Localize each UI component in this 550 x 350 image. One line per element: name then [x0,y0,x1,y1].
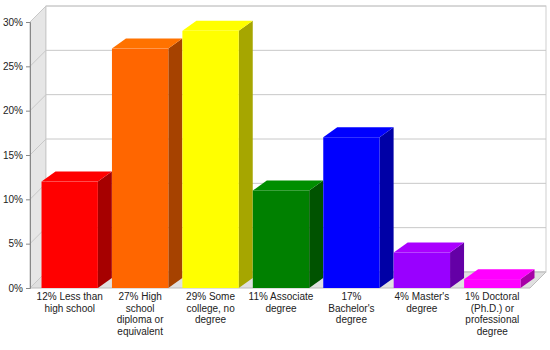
bar-side [239,21,253,288]
bar-side [168,39,182,288]
category-label: 27% Highschooldiploma orequivalent [117,291,164,337]
tick-mark [26,111,30,112]
tick-mark [26,22,30,23]
bar-front [42,182,98,288]
label-line: Bachelor's [328,303,374,314]
bar [464,269,534,288]
axis-line [26,23,31,289]
tick-mark [26,199,30,200]
bar-top [323,127,393,137]
bar [253,180,323,288]
bar-front [253,190,309,288]
tick-mark [26,66,30,67]
bar-front [394,253,450,288]
bar [112,39,182,288]
tick-mark [26,244,30,245]
tick: 25% [3,61,30,72]
category-label: 17%Bachelor'sdegree [328,291,374,325]
tick-mark [26,288,30,289]
bar-top [112,39,182,49]
bar-side [98,172,112,288]
bar [182,21,252,288]
label-line: 17% [341,291,361,302]
label-line: 1% Doctoral [465,291,519,302]
label-line: degree [336,314,368,325]
label-line: school [126,303,155,314]
bars [42,21,535,288]
label-line: 29% Some [186,291,235,302]
label-line: 27% High [118,291,161,302]
tick: 20% [3,105,30,116]
label-line: degree [195,314,227,325]
label-line: diploma or [117,314,164,325]
bar-front [112,49,168,288]
label-line: degree [406,303,438,314]
bar-front [464,279,520,288]
grid-line [30,139,546,155]
label-line: 11% Associate [249,291,314,302]
tick: 0% [9,283,30,294]
bar-top [394,243,464,253]
x-labels: 12% Less thanhigh school 27% Highschooldi… [37,291,520,337]
category-label: 11% Associatedegree [249,291,314,314]
label-line: professional [465,314,519,325]
bar-side [309,180,323,288]
label-line: high school [44,303,95,314]
tick-label: 15% [3,150,23,161]
tick-label: 30% [3,17,23,28]
tick-mark [26,155,30,156]
bar [323,127,393,288]
tick-label: 5% [9,238,24,249]
tick: 10% [3,194,30,205]
bar-top [253,180,323,190]
grid-line [30,6,546,22]
tick: 5% [9,238,30,249]
bar [394,243,464,288]
label-line: degree [265,303,297,314]
label-line: equivalent [117,326,163,337]
bar-front [182,31,238,288]
category-label: 4% Master'sdegree [395,291,450,314]
tick-label: 25% [3,61,23,72]
tick-label: 0% [9,283,24,294]
label-line: degree [477,326,509,337]
bar-top [42,172,112,182]
tick-label: 20% [3,105,23,116]
tick: 15% [3,150,30,161]
tick-label: 10% [3,194,23,205]
category-label: 29% Somecollege, nodegree [186,291,235,325]
label-line: 4% Master's [395,291,450,302]
label-line: college, no [186,303,235,314]
bar-front [323,137,379,288]
grid-line [30,50,546,66]
bar [42,172,112,288]
grid-line [30,95,546,111]
category-label: 1% Doctoral(Ph.D.) orprofessionaldegree [465,291,519,337]
label-line: 12% Less than [37,291,103,302]
category-label: 12% Less thanhigh school [37,291,103,314]
walls [30,6,546,288]
label-line: (Ph.D.) or [471,303,515,314]
bar-top [182,21,252,31]
bar-side [380,127,394,288]
y-axis: 0% 5% 10% 15% 20% 25% 30% [3,17,31,294]
grid [30,6,546,288]
tick: 30% [3,17,30,28]
bar-top [464,269,534,279]
chart: 0% 5% 10% 15% 20% 25% 30% 12% Less thanhigh sch… [0,0,550,350]
